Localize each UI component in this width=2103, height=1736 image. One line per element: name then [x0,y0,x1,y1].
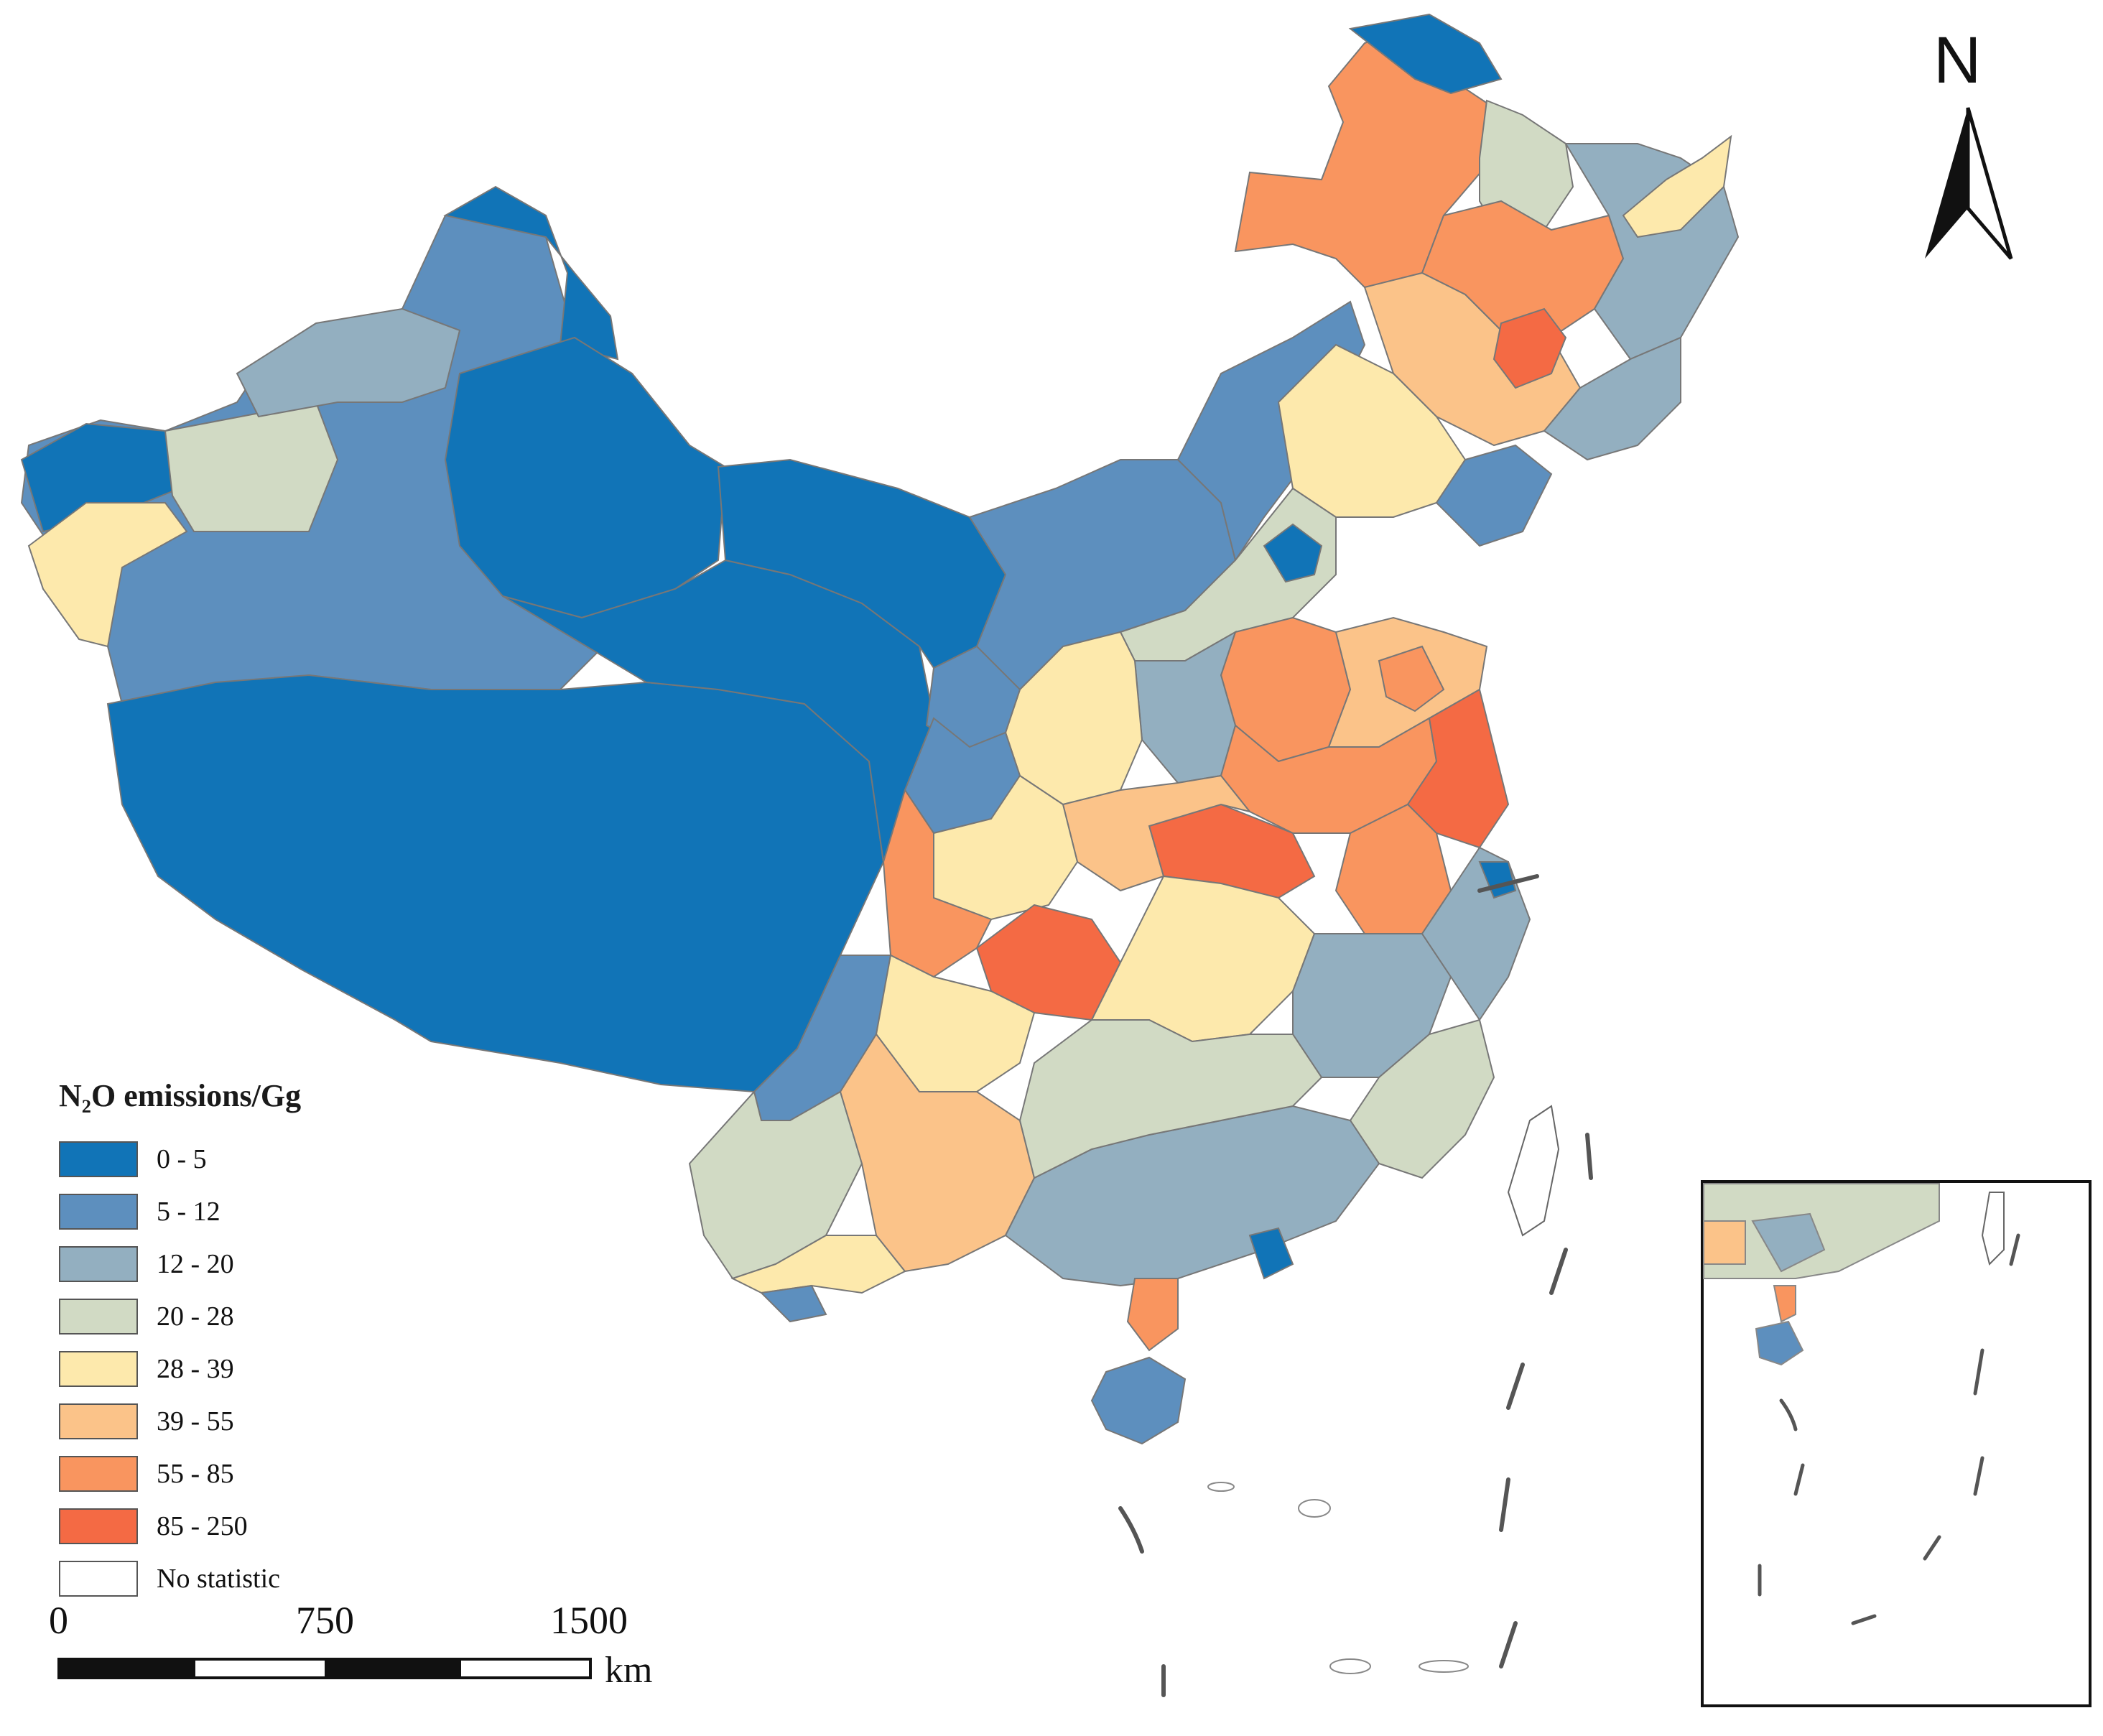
region-pearl-delta [1248,1227,1294,1280]
legend: N₂O emissions/Gg 0 - 5 5 - 12 12 - 20 20… [59,1077,389,1605]
legend-item: 20 - 28 [59,1290,389,1342]
region-dalian [1435,444,1553,547]
region-daxinganling [1348,13,1503,95]
legend-item: 55 - 85 [59,1447,389,1500]
region-yanbian [1543,336,1681,461]
region-ili [236,307,461,418]
legend-swatch [59,1455,138,1492]
legend-swatch [59,1141,138,1177]
legend-label: 20 - 28 [157,1301,234,1332]
scale-label-0: 0 [49,1599,68,1642]
region-kashgar [27,502,188,648]
region-tibet [106,674,885,1093]
scale-unit: km [605,1650,653,1691]
scale-label-750: 750 [296,1599,354,1642]
scale-bar [57,1658,592,1679]
scale-label-1500: 1500 [550,1599,628,1642]
region-taiwan [1507,1105,1560,1237]
region-hunan-south [1018,1019,1323,1179]
legend-label: 12 - 20 [157,1248,234,1279]
legend-swatch [59,1508,138,1544]
legend-item: 28 - 39 [59,1342,389,1395]
legend-label: 85 - 250 [157,1510,248,1541]
legend-item: 0 - 5 [59,1133,389,1185]
south-sea-islands [1207,1482,1469,1674]
legend-item: 12 - 20 [59,1238,389,1290]
legend-item: 5 - 12 [59,1185,389,1238]
legend-label: 39 - 55 [157,1406,234,1436]
region-beijing [1263,523,1323,583]
region-leizhou [1126,1278,1179,1352]
legend-item: 85 - 250 [59,1500,389,1552]
legend-swatch [59,1560,138,1597]
legend-label: 28 - 39 [157,1353,234,1384]
legend-title: N₂O emissions/Gg [59,1078,302,1113]
legend-swatch [59,1350,138,1387]
dash-line [1118,874,1593,1697]
legend-label: 0 - 5 [157,1143,207,1174]
region-xinjiang-east [444,336,727,619]
region-shanghai [1478,861,1517,899]
north-label: N [1933,24,1982,97]
legend-label: No statistic [157,1563,281,1594]
region-hunan [1090,875,1316,1043]
legend-label: 55 - 85 [157,1458,234,1489]
region-shandong-east [1378,645,1445,712]
region-changchun [1492,307,1567,389]
inset-map [1701,1180,2092,1707]
region-hainan [1090,1356,1187,1445]
legend-swatch [59,1245,138,1282]
region-yunnan-border [759,1284,827,1323]
legend-item: No statistic [59,1552,389,1605]
legend-swatch [59,1298,138,1335]
region-northeast-coast [1622,134,1732,238]
legend-swatch [59,1403,138,1439]
legend-item: 39 - 55 [59,1395,389,1447]
legend-swatch [59,1193,138,1230]
north-arrow-icon [1925,107,2013,260]
legend-label: 5 - 12 [157,1196,220,1227]
